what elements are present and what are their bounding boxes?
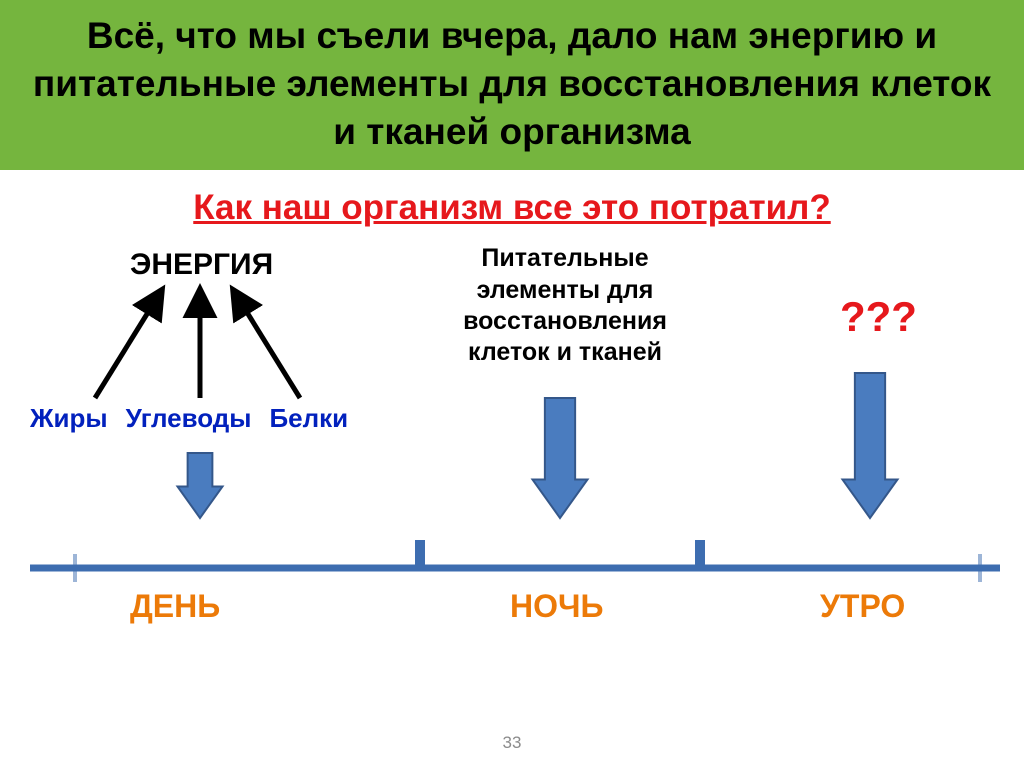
header-banner: Всё, что мы съели вчера, дало нам энерги… <box>0 0 1024 170</box>
header-title: Всё, что мы съели вчера, дало нам энерги… <box>20 12 1004 156</box>
timeline-label-morning: УТРО <box>820 588 905 625</box>
page-number: 33 <box>503 733 522 753</box>
subtitle: Как наш организм все это потратил? <box>0 188 1024 228</box>
timeline-label-night: НОЧЬ <box>510 588 603 625</box>
timeline-label-day: ДЕНЬ <box>130 588 220 625</box>
diagram-svg <box>0 238 1024 738</box>
diagram-area: ЭНЕРГИЯ Питательные элементы для восстан… <box>0 238 1024 738</box>
